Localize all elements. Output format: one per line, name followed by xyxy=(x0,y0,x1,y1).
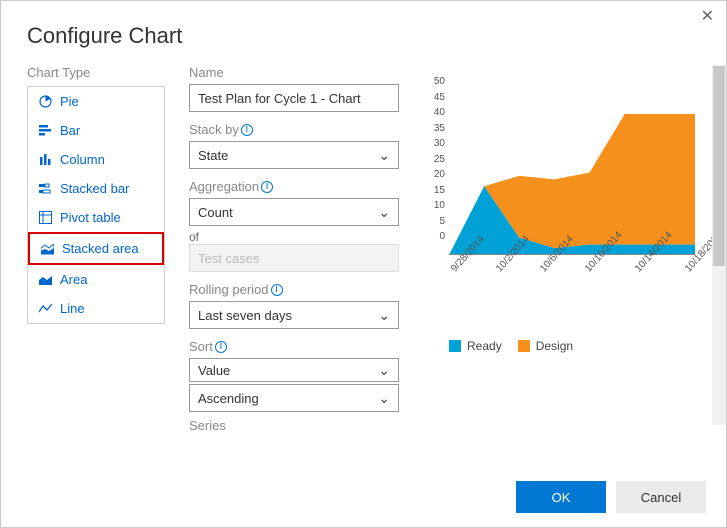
y-axis-ticks: 50454035302520151050 xyxy=(425,77,445,248)
dialog-footer: OK Cancel xyxy=(1,467,726,527)
type-area[interactable]: Area xyxy=(28,265,164,294)
area-icon xyxy=(38,273,52,287)
chart-area: 50454035302520151050 9/28/201410/2/20141… xyxy=(425,83,697,293)
scrollbar-thumb[interactable] xyxy=(713,66,725,266)
stackby-select[interactable]: State ⌄ xyxy=(189,141,399,169)
sort-direction-select[interactable]: Ascending ⌄ xyxy=(189,384,399,412)
aggregation-select[interactable]: Count ⌄ xyxy=(189,198,399,226)
info-icon[interactable]: i xyxy=(271,284,283,296)
line-icon xyxy=(38,302,52,316)
config-form: Name Stack byi State ⌄ Aggregationi Coun… xyxy=(189,65,413,444)
chart-plot xyxy=(449,83,695,255)
type-label: Line xyxy=(60,301,85,316)
sort-label: Sorti xyxy=(189,339,413,354)
name-label: Name xyxy=(189,65,413,80)
type-line[interactable]: Line xyxy=(28,294,164,323)
sort-by-value: Value xyxy=(198,363,230,378)
type-label: Pie xyxy=(60,94,79,109)
type-label: Column xyxy=(60,152,105,167)
type-pivot-table[interactable]: Pivot table xyxy=(28,203,164,232)
chevron-down-icon: ⌄ xyxy=(378,204,390,221)
cancel-button[interactable]: Cancel xyxy=(616,481,706,513)
stacked-bar-icon xyxy=(38,182,52,196)
rolling-value: Last seven days xyxy=(198,308,292,323)
legend-swatch xyxy=(518,340,530,352)
type-stacked-bar[interactable]: Stacked bar xyxy=(28,174,164,203)
name-input[interactable] xyxy=(189,84,399,112)
chart-legend: Ready Design xyxy=(449,339,722,353)
chevron-down-icon: ⌄ xyxy=(378,147,390,164)
legend-label: Design xyxy=(536,339,573,353)
type-pie[interactable]: Pie xyxy=(28,87,164,116)
legend-swatch xyxy=(449,340,461,352)
stacked-area-icon xyxy=(40,242,54,256)
type-label: Stacked bar xyxy=(60,181,129,196)
series-label: Series xyxy=(189,418,413,433)
type-stacked-area[interactable]: Stacked area xyxy=(28,232,164,265)
column-icon xyxy=(38,153,52,167)
of-input: Test cases xyxy=(189,244,399,272)
chevron-down-icon: ⌄ xyxy=(378,362,390,379)
scrollbar[interactable] xyxy=(712,65,726,425)
x-axis-labels: 9/28/201410/2/201410/6/201410/10/201410/… xyxy=(449,259,695,270)
chart-type-column: Chart Type Pie Bar Column Stacked bar Pi… xyxy=(27,65,165,444)
legend-item: Ready xyxy=(449,339,502,353)
chevron-down-icon: ⌄ xyxy=(378,307,390,324)
type-label: Bar xyxy=(60,123,80,138)
info-icon[interactable]: i xyxy=(261,181,273,193)
pivot-icon xyxy=(38,211,52,225)
legend-item: Design xyxy=(518,339,573,353)
bar-icon xyxy=(38,124,52,138)
type-label: Pivot table xyxy=(60,210,121,225)
of-label: of xyxy=(189,230,413,244)
type-label: Area xyxy=(60,272,87,287)
chart-type-label: Chart Type xyxy=(27,65,165,80)
dialog-title: Configure Chart xyxy=(1,1,726,49)
info-icon[interactable]: i xyxy=(241,124,253,136)
close-icon[interactable]: ✕ xyxy=(701,9,714,25)
type-column[interactable]: Column xyxy=(28,145,164,174)
legend-label: Ready xyxy=(467,339,502,353)
rolling-label: Rolling periodi xyxy=(189,282,413,297)
chart-type-list: Pie Bar Column Stacked bar Pivot table S… xyxy=(27,86,165,324)
aggregation-label: Aggregationi xyxy=(189,179,413,194)
chart-preview: 50454035302520151050 9/28/201410/2/20141… xyxy=(425,65,726,444)
dialog-content: Chart Type Pie Bar Column Stacked bar Pi… xyxy=(1,49,726,444)
stackby-label: Stack byi xyxy=(189,122,413,137)
pie-icon xyxy=(38,95,52,109)
chevron-down-icon: ⌄ xyxy=(378,390,390,407)
type-bar[interactable]: Bar xyxy=(28,116,164,145)
rolling-select[interactable]: Last seven days ⌄ xyxy=(189,301,399,329)
aggregation-value: Count xyxy=(198,205,233,220)
stackby-value: State xyxy=(198,148,228,163)
sort-by-select[interactable]: Value ⌄ xyxy=(189,358,399,382)
sort-direction-value: Ascending xyxy=(198,391,259,406)
ok-button[interactable]: OK xyxy=(516,481,606,513)
type-label: Stacked area xyxy=(62,241,139,256)
info-icon[interactable]: i xyxy=(215,341,227,353)
